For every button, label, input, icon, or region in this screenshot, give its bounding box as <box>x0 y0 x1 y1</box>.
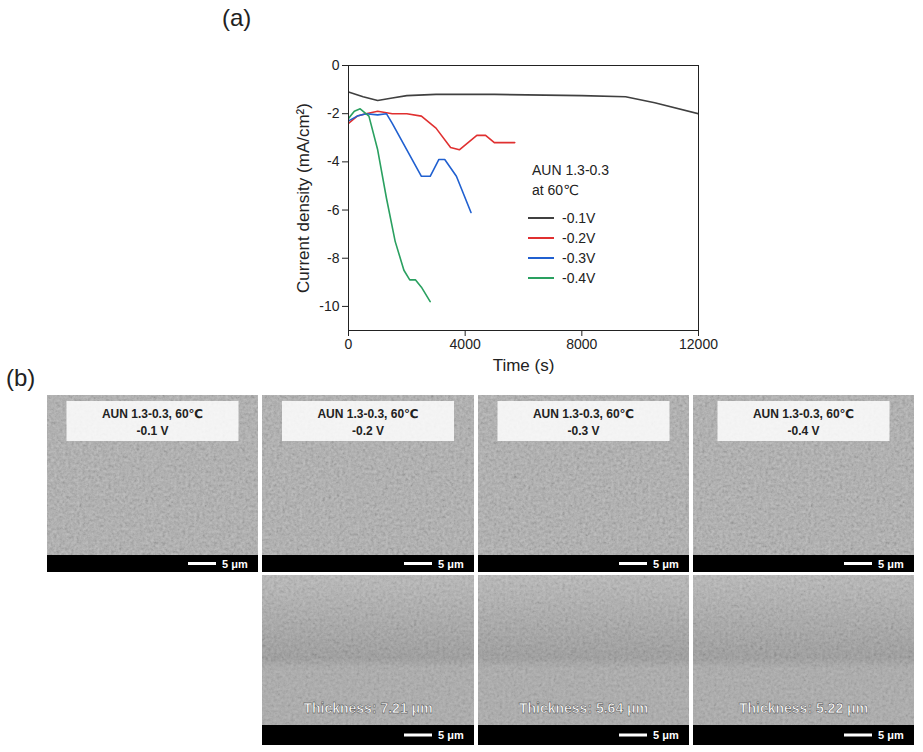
svg-text:AUN 1.3-0.3, 60℃: AUN 1.3-0.3, 60℃ <box>102 407 203 421</box>
svg-text:Thickness: 7.21 μm: Thickness: 7.21 μm <box>303 700 432 716</box>
svg-text:5 μm: 5 μm <box>653 558 679 570</box>
html-text:at 60℃: at 60℃ <box>532 182 579 198</box>
svg-text:Current density (mA/cm²): Current density (mA/cm²) <box>294 103 313 293</box>
svg-text:Thickness: 5.64 μm: Thickness: 5.64 μm <box>519 700 648 716</box>
html-text:AUN 1.3-0.3: AUN 1.3-0.3 <box>532 162 609 178</box>
html-text:-0.3V: -0.3V <box>562 250 596 266</box>
svg-text:-0.4 V: -0.4 V <box>787 424 819 438</box>
svg-text:Thickness: 5.22 μm: Thickness: 5.22 μm <box>739 700 868 716</box>
svg-text:5 μm: 5 μm <box>653 729 679 741</box>
svg-text:5 μm: 5 μm <box>222 558 248 570</box>
html-text:-0.1V: -0.1V <box>562 210 596 226</box>
html-text:-0.2V: -0.2V <box>562 230 596 246</box>
svg-text:4000: 4000 <box>450 336 481 352</box>
svg-text:0: 0 <box>332 57 340 73</box>
svg-text:AUN 1.3-0.3, 60℃: AUN 1.3-0.3, 60℃ <box>533 407 634 421</box>
svg-text:Time (s): Time (s) <box>493 356 555 375</box>
svg-text:-6: -6 <box>327 202 340 218</box>
svg-text:-10: -10 <box>319 298 339 314</box>
svg-text:AUN 1.3-0.3, 60℃: AUN 1.3-0.3, 60℃ <box>753 407 854 421</box>
svg-text:-2: -2 <box>327 105 340 121</box>
svg-text:8000: 8000 <box>566 336 597 352</box>
html-text:(b): (b) <box>6 364 36 391</box>
svg-text:0: 0 <box>345 336 353 352</box>
svg-text:12000: 12000 <box>679 336 718 352</box>
svg-text:5 μm: 5 μm <box>438 729 464 741</box>
html-text:-0.4V: -0.4V <box>562 270 596 286</box>
svg-text:-0.1 V: -0.1 V <box>136 424 168 438</box>
svg-text:-0.3 V: -0.3 V <box>567 424 599 438</box>
html-text:(a): (a) <box>222 4 252 31</box>
svg-text:5 μm: 5 μm <box>438 558 464 570</box>
svg-text:5 μm: 5 μm <box>878 558 904 570</box>
svg-text:-0.2 V: -0.2 V <box>352 424 384 438</box>
svg-text:5 μm: 5 μm <box>878 729 904 741</box>
svg-text:-4: -4 <box>327 153 340 169</box>
svg-text:AUN 1.3-0.3, 60℃: AUN 1.3-0.3, 60℃ <box>317 407 418 421</box>
svg-text:-8: -8 <box>327 250 340 266</box>
